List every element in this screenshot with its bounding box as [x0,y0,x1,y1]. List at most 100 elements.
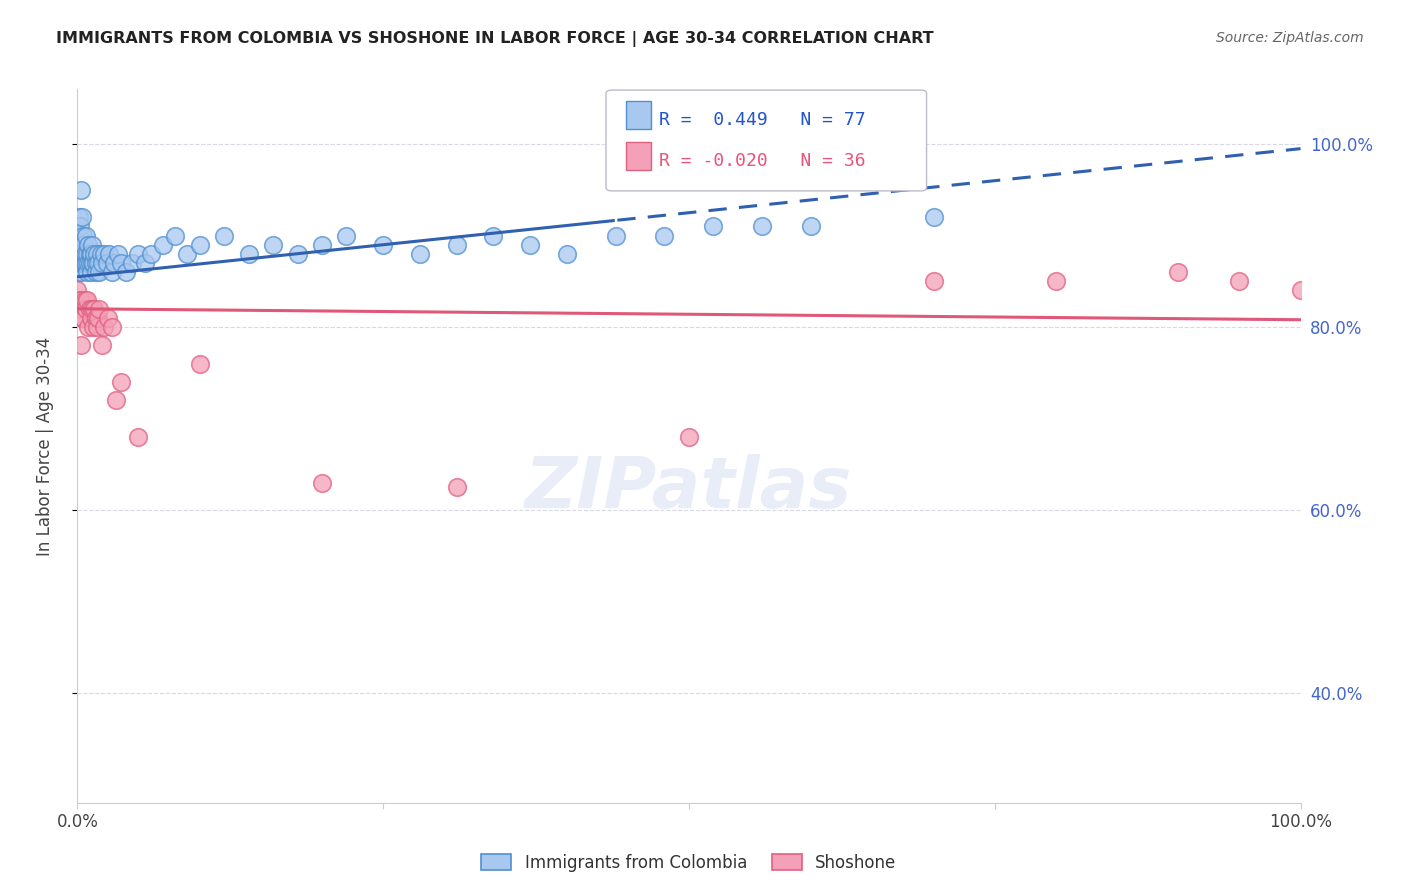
Point [922,274,945,288]
Point [212,228,235,243]
Point [67,211,90,225]
Point [72,228,94,243]
Point [110,256,132,270]
Point [110,375,132,389]
Point [152,237,174,252]
Point [238,247,260,261]
Point [311,237,333,252]
Point [75,301,97,316]
Point [69,256,91,270]
Text: ZIPatlas: ZIPatlas [526,454,852,524]
Point [84,265,107,279]
Point [79,256,101,270]
Point [702,219,724,234]
Point [86,247,108,261]
Point [84,256,107,270]
Point [100,320,122,334]
Point [311,475,333,490]
Point [70,310,93,325]
Point [70,183,93,197]
Point [519,237,541,252]
Point [409,247,432,261]
Point [66,247,89,261]
Point [73,256,96,270]
Point [69,293,91,307]
Text: IMMIGRANTS FROM COLOMBIA VS SHOSHONE IN LABOR FORCE | AGE 30-34 CORRELATION CHAR: IMMIGRANTS FROM COLOMBIA VS SHOSHONE IN … [56,31,934,47]
Point [90,247,112,261]
Point [80,301,103,316]
Point [70,256,93,270]
Point [128,247,150,261]
Point [77,237,100,252]
Point [446,480,468,494]
Point [90,256,112,270]
Point [121,256,143,270]
Point [80,247,103,261]
Point [83,301,105,316]
Point [188,357,211,371]
Point [70,247,93,261]
Point [115,265,138,279]
Point [66,284,89,298]
Point [1289,284,1312,298]
Point [76,247,98,261]
Point [654,228,676,243]
Point [77,320,100,334]
Point [176,247,198,261]
Point [90,338,112,352]
Point [70,256,93,270]
Point [262,237,284,252]
Point [605,228,627,243]
Text: Source: ZipAtlas.com: Source: ZipAtlas.com [1216,31,1364,45]
Point [188,237,211,252]
Point [107,247,129,261]
Point [75,256,97,270]
Point [93,247,115,261]
Point [80,256,103,270]
Point [555,247,578,261]
Point [103,256,125,270]
Point [80,310,103,325]
Point [80,265,103,279]
Point [105,393,128,408]
Point [86,320,108,334]
Point [72,256,94,270]
Point [371,237,394,252]
Point [72,310,94,325]
Text: R =  0.449   N = 77: R = 0.449 N = 77 [659,111,866,128]
Point [70,293,93,307]
Point [800,219,823,234]
Point [66,265,89,279]
Point [93,320,115,334]
Point [751,219,773,234]
Point [67,256,90,270]
Point [69,247,91,261]
Point [1045,274,1067,288]
Point [446,237,468,252]
Point [73,293,96,307]
Point [67,301,90,316]
Point [87,310,110,325]
Point [76,265,98,279]
Point [96,256,118,270]
Point [678,430,700,444]
Point [1229,274,1251,288]
Text: R = -0.020   N = 36: R = -0.020 N = 36 [659,153,866,170]
Point [482,228,505,243]
Point [72,237,94,252]
Point [922,211,945,225]
Point [79,301,101,316]
Point [70,211,93,225]
Legend: Immigrants from Colombia, Shoshone: Immigrants from Colombia, Shoshone [472,846,905,880]
Point [1167,265,1189,279]
Point [70,265,93,279]
Point [77,256,100,270]
Point [75,228,97,243]
Point [100,265,122,279]
Point [69,219,91,234]
Point [83,247,105,261]
Point [76,293,98,307]
Point [335,228,357,243]
Point [67,228,90,243]
Point [97,310,120,325]
